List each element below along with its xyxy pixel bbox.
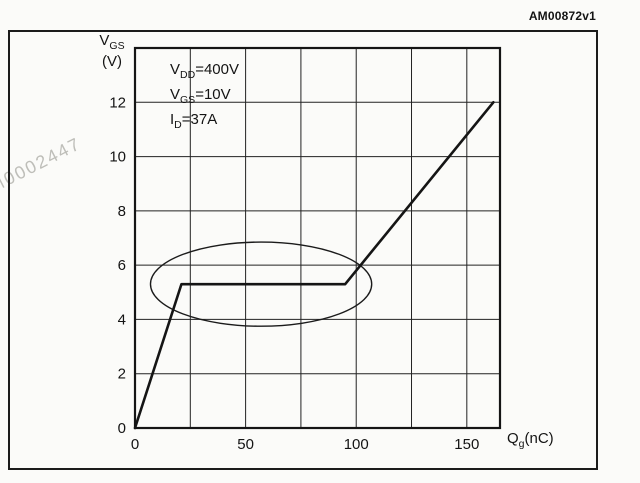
condition-subscript: DD [180, 69, 196, 81]
condition-vdd: VDD=400V [170, 57, 239, 82]
figure-border [8, 30, 598, 470]
y-tick-label: 4 [118, 311, 126, 328]
condition-id: ID=37A [170, 107, 239, 132]
condition-value: =37A [181, 111, 218, 128]
condition-vgs: VGS=10V [170, 82, 239, 107]
figure-code: AM00872v1 [528, 9, 596, 23]
gate-charge-curve [133, 100, 495, 430]
y-tick-label: 12 [109, 94, 126, 111]
y-tick-label: 0 [118, 420, 126, 437]
x-axis-title: Qg(nC) [507, 430, 554, 450]
x-axis-symbol: Q [507, 430, 519, 447]
condition-symbol: V [170, 61, 181, 78]
condition-subscript: GS [180, 94, 196, 106]
y-axis-unit: (V) [102, 53, 122, 70]
x-tick-label: 150 [454, 436, 479, 453]
x-tick-label: 0 [131, 436, 139, 453]
condition-value: =10V [195, 86, 231, 103]
y-axis-symbol: V [99, 32, 110, 49]
x-axis-subscript: g [518, 438, 525, 450]
y-axis-subscript: GS [109, 40, 125, 52]
condition-symbol: V [170, 86, 181, 103]
y-axis-symbol-line: VGS [88, 30, 136, 51]
y-axis-title: VGS (V) [88, 30, 136, 72]
x-tick-label: 100 [344, 436, 369, 453]
condition-symbol: I [170, 111, 175, 128]
condition-subscript: D [174, 119, 182, 131]
y-tick-label: 8 [118, 203, 126, 220]
x-tick-label: 50 [237, 436, 254, 453]
plateau-ellipse-annotation [149, 241, 373, 327]
plot-frame [133, 46, 502, 430]
condition-value: =400V [195, 61, 239, 78]
y-tick-label: 10 [109, 149, 126, 166]
y-tick-label: 2 [118, 366, 126, 383]
x-axis-unit: (nC) [524, 430, 554, 447]
conditions-box: VDD=400V VGS=10V ID=37A [170, 57, 239, 132]
y-tick-label: 6 [118, 257, 126, 274]
